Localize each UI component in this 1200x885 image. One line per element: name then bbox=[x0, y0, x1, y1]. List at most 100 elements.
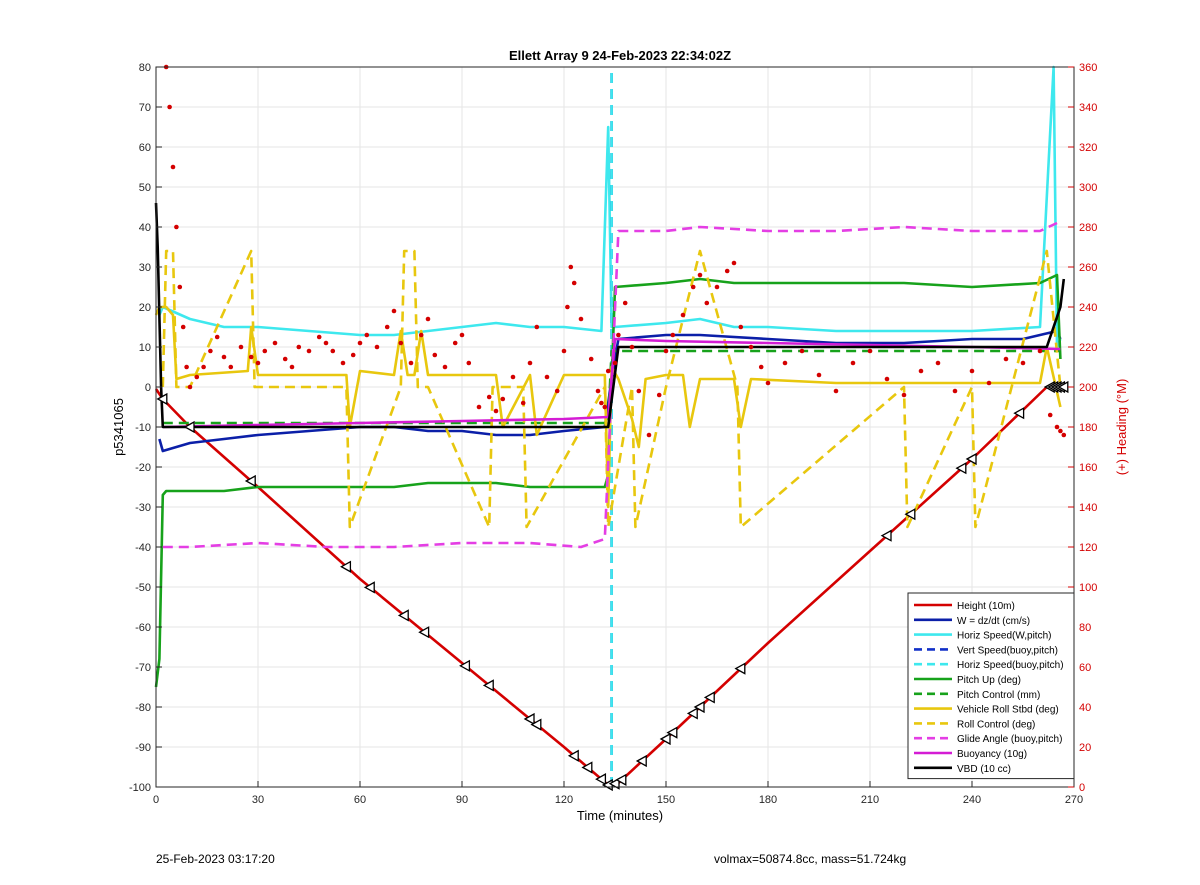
height-marker bbox=[482, 679, 494, 692]
legend-label-7: Vehicle Roll Stbd (deg) bbox=[957, 705, 1059, 716]
heading-point bbox=[418, 332, 424, 338]
heading-point bbox=[208, 348, 213, 354]
heading-point bbox=[398, 340, 404, 346]
heading-point bbox=[180, 324, 186, 330]
x-tick-label: 240 bbox=[963, 794, 981, 806]
height-marker bbox=[567, 749, 579, 762]
series-group bbox=[154, 64, 1069, 792]
height-marker bbox=[955, 462, 967, 475]
heading-point bbox=[714, 284, 720, 290]
y-right-tick-label: 20 bbox=[1079, 742, 1091, 754]
heading-point bbox=[656, 392, 662, 398]
height-marker bbox=[703, 691, 715, 704]
height-marker bbox=[530, 718, 542, 731]
x-tick-label: 0 bbox=[153, 794, 159, 806]
heading-point bbox=[272, 340, 278, 346]
series-line-2 bbox=[158, 65, 1062, 349]
y-right-tick-label: 100 bbox=[1079, 582, 1097, 594]
height-marker bbox=[686, 707, 698, 720]
legend: Height (10m) W = dz/dt (cm/s) Horiz Speed(… bbox=[907, 592, 1075, 780]
y-tick-label: 50 bbox=[139, 182, 151, 194]
footer-timestamp: 25-Feb-2023 03:17:20 bbox=[156, 852, 275, 866]
heading-point bbox=[167, 104, 172, 110]
heading-point bbox=[282, 356, 288, 362]
heading-point bbox=[177, 284, 183, 290]
heading-point bbox=[636, 388, 642, 394]
heading-point bbox=[466, 360, 472, 366]
legend-label-9: Glide Angle (buoy,pitch) bbox=[957, 734, 1062, 745]
series-line-7 bbox=[154, 305, 1062, 509]
height-marker bbox=[965, 452, 977, 466]
heading-point bbox=[262, 348, 268, 354]
heading-point bbox=[782, 360, 788, 366]
y-tick-label: 70 bbox=[139, 102, 151, 114]
y-axis-right-label: (+) Heading (°M) bbox=[1114, 379, 1129, 476]
x-tick-label: 90 bbox=[456, 794, 468, 806]
heading-point bbox=[833, 388, 839, 394]
height-marker bbox=[244, 474, 256, 488]
heading-point bbox=[850, 360, 856, 366]
heading-point bbox=[1003, 356, 1009, 362]
y-right-tick-label: 320 bbox=[1079, 142, 1097, 154]
y-tick-label: -30 bbox=[135, 502, 151, 514]
heading-point bbox=[255, 360, 261, 366]
y-tick-label: -20 bbox=[135, 462, 151, 474]
y-tick-label: 30 bbox=[139, 262, 151, 274]
height-marker bbox=[363, 581, 375, 594]
heading-point bbox=[697, 272, 703, 278]
height-marker bbox=[581, 761, 593, 774]
height-marker bbox=[1057, 380, 1069, 394]
y-right-tick-label: 180 bbox=[1079, 422, 1097, 434]
heading-point bbox=[622, 300, 628, 306]
heading-point bbox=[374, 344, 380, 350]
y-right-tick-label: 200 bbox=[1079, 382, 1097, 394]
heading-point bbox=[646, 432, 652, 438]
legend-label-8: Roll Control (deg) bbox=[957, 719, 1035, 730]
heading-point bbox=[588, 356, 594, 362]
x-tick-label: 120 bbox=[555, 794, 573, 806]
y-tick-label: 80 bbox=[139, 62, 151, 74]
series-line-5 bbox=[154, 273, 1062, 688]
height-marker bbox=[183, 420, 195, 434]
y-right-tick-label: 280 bbox=[1079, 222, 1097, 234]
heading-point bbox=[578, 316, 584, 322]
y-right-tick-label: 240 bbox=[1079, 302, 1097, 314]
series-line-10 bbox=[162, 337, 1061, 429]
heading-point bbox=[194, 374, 200, 380]
y-right-tick-label: 120 bbox=[1079, 542, 1097, 554]
height-marker bbox=[635, 754, 647, 768]
heading-point bbox=[228, 364, 234, 370]
heading-point bbox=[201, 364, 206, 370]
height-marker bbox=[1013, 407, 1025, 420]
height-marker bbox=[340, 560, 352, 573]
heading-point bbox=[187, 384, 193, 390]
legend-box bbox=[907, 592, 1075, 780]
heading-point bbox=[476, 404, 482, 410]
heading-point bbox=[520, 400, 526, 406]
y-tick-label: -60 bbox=[135, 622, 151, 634]
heading-point bbox=[663, 348, 669, 354]
heading-point bbox=[565, 304, 570, 310]
heading-point bbox=[629, 344, 635, 350]
series-line-11 bbox=[154, 202, 1066, 429]
heading-point bbox=[323, 340, 329, 346]
y-right-tick-label: 300 bbox=[1079, 182, 1097, 194]
heading-point bbox=[690, 284, 696, 290]
heading-point bbox=[561, 348, 567, 354]
y-tick-label: 0 bbox=[145, 382, 151, 394]
heading-point bbox=[738, 324, 744, 330]
heading-point bbox=[425, 316, 431, 322]
heading-point bbox=[969, 368, 975, 374]
y-tick-label: -90 bbox=[135, 742, 151, 754]
heading-point bbox=[442, 364, 448, 370]
heading-point bbox=[554, 388, 560, 394]
heading-point bbox=[238, 344, 244, 350]
heading-point bbox=[799, 348, 805, 354]
y-tick-label: -80 bbox=[135, 702, 151, 714]
y-tick-label: 40 bbox=[139, 222, 151, 234]
height-marker bbox=[523, 712, 535, 726]
heading-point bbox=[493, 408, 499, 414]
heading-point bbox=[391, 308, 397, 314]
heading-point bbox=[486, 394, 492, 400]
y-right-tick-label: 220 bbox=[1079, 342, 1097, 354]
